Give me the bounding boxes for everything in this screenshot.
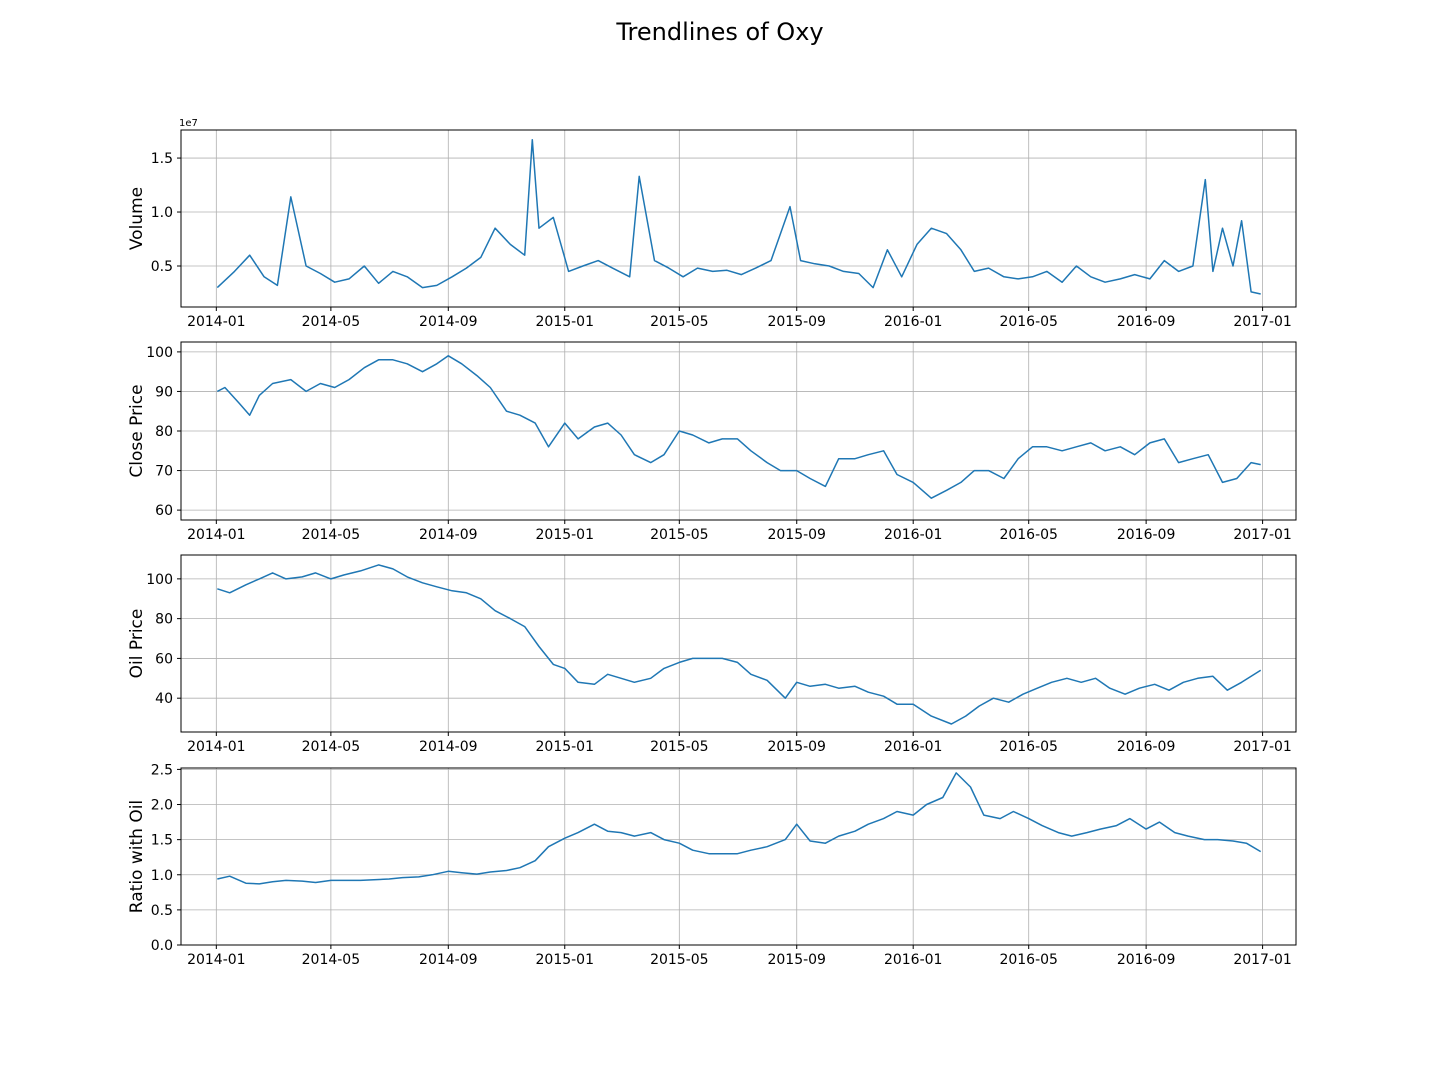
x-tick-label: 2014-01: [187, 739, 246, 755]
x-tick-label: 2017-01: [1233, 952, 1292, 968]
y-tick-label: 40: [155, 691, 173, 707]
y-axis-label: Oil Price: [127, 609, 147, 679]
x-tick-label: 2014-01: [187, 314, 246, 330]
x-tick-label: 2014-05: [302, 527, 361, 543]
x-tick-label: 2016-09: [1117, 527, 1176, 543]
x-tick-label: 2015-05: [650, 739, 709, 755]
y-offset-label: 1e7: [179, 118, 198, 129]
y-tick-label: 60: [155, 503, 173, 519]
x-tick-label: 2017-01: [1233, 739, 1292, 755]
y-tick-label: 0.5: [151, 259, 173, 275]
x-tick-label: 2017-01: [1233, 527, 1292, 543]
x-tick-label: 2015-01: [536, 739, 595, 755]
subplot-4: 2014-01 2014-05 2014-09 2015-01 2015-05 2015-…: [127, 762, 1297, 968]
x-tick-label: 2016-09: [1117, 739, 1176, 755]
axes-frame: [180, 767, 1297, 946]
x-tick-label: 2015-09: [767, 314, 826, 330]
x-tick-label: 2014-05: [302, 739, 361, 755]
x-tick-label: 2015-01: [536, 527, 595, 543]
axes-frame: [180, 129, 1297, 308]
x-tick-label: 2015-05: [650, 527, 709, 543]
y-tick-label: 0.0: [151, 938, 173, 954]
subplot-3: 2014-01 2014-05 2014-09 2015-01 2015-05 2015-…: [127, 554, 1297, 755]
x-tick-label: 2014-09: [419, 314, 478, 330]
series-line: [216, 355, 1261, 499]
y-tick-label: 100: [146, 345, 173, 361]
subplot-1: 2014-01 2014-05 2014-09 2015-01 2015-05 2015-…: [127, 118, 1297, 330]
x-tick-label: 2014-09: [419, 739, 478, 755]
x-tick-label: 2016-05: [999, 527, 1058, 543]
series-line: [217, 772, 1262, 885]
y-tick-label: 80: [155, 424, 173, 440]
x-tick-label: 2015-01: [536, 952, 595, 968]
x-tick-label: 2015-09: [767, 739, 826, 755]
x-tick-label: 2014-09: [419, 527, 478, 543]
x-tick-label: 2014-01: [187, 952, 246, 968]
x-tick-label: 2016-01: [884, 527, 943, 543]
x-tick-label: 2016-01: [884, 739, 943, 755]
x-tick-label: 2014-05: [302, 314, 361, 330]
y-tick-label: 90: [155, 384, 173, 400]
x-tick-label: 2016-05: [999, 314, 1058, 330]
y-tick-label: 80: [155, 612, 173, 628]
axes-frame: [180, 554, 1297, 733]
y-tick-label: 0.5: [151, 903, 173, 919]
x-tick-label: 2016-05: [999, 952, 1058, 968]
figure-title: Trendlines of Oxy: [615, 18, 823, 46]
x-tick-label: 2016-09: [1117, 314, 1176, 330]
x-tick-label: 2014-01: [187, 527, 246, 543]
y-tick-label: 100: [146, 572, 173, 588]
y-tick-label: 2.0: [151, 798, 173, 814]
x-tick-label: 2015-01: [536, 314, 595, 330]
x-tick-label: 2015-05: [650, 314, 709, 330]
y-tick-label: 60: [155, 651, 173, 667]
x-tick-label: 2016-09: [1117, 952, 1176, 968]
subplots: 2014-01 2014-05 2014-09 2015-01 2015-05 2015-…: [127, 118, 1297, 968]
x-tick-label: 2017-01: [1233, 314, 1292, 330]
y-axis-label: Close Price: [127, 384, 147, 477]
y-tick-label: 1.0: [151, 868, 173, 884]
x-tick-label: 2014-09: [419, 952, 478, 968]
x-tick-label: 2016-01: [884, 314, 943, 330]
axes-frame: [180, 341, 1297, 521]
x-tick-label: 2015-09: [767, 952, 826, 968]
y-axis-label: Ratio with Oil: [127, 800, 147, 913]
y-tick-label: 70: [155, 464, 173, 480]
y-tick-label: 1.0: [151, 205, 173, 221]
y-tick-label: 1.5: [151, 833, 173, 849]
x-tick-label: 2016-01: [884, 952, 943, 968]
series-line: [216, 138, 1261, 295]
x-tick-label: 2016-05: [999, 739, 1058, 755]
x-tick-label: 2014-05: [302, 952, 361, 968]
y-axis-label: Volume: [127, 187, 147, 250]
y-tick-label: 1.5: [151, 151, 173, 167]
x-tick-label: 2015-05: [650, 952, 709, 968]
subplot-2: 2014-01 2014-05 2014-09 2015-01 2015-05 2015-…: [127, 341, 1297, 543]
y-tick-label: 2.5: [151, 762, 173, 778]
x-tick-label: 2015-09: [767, 527, 826, 543]
series-line: [217, 564, 1262, 725]
